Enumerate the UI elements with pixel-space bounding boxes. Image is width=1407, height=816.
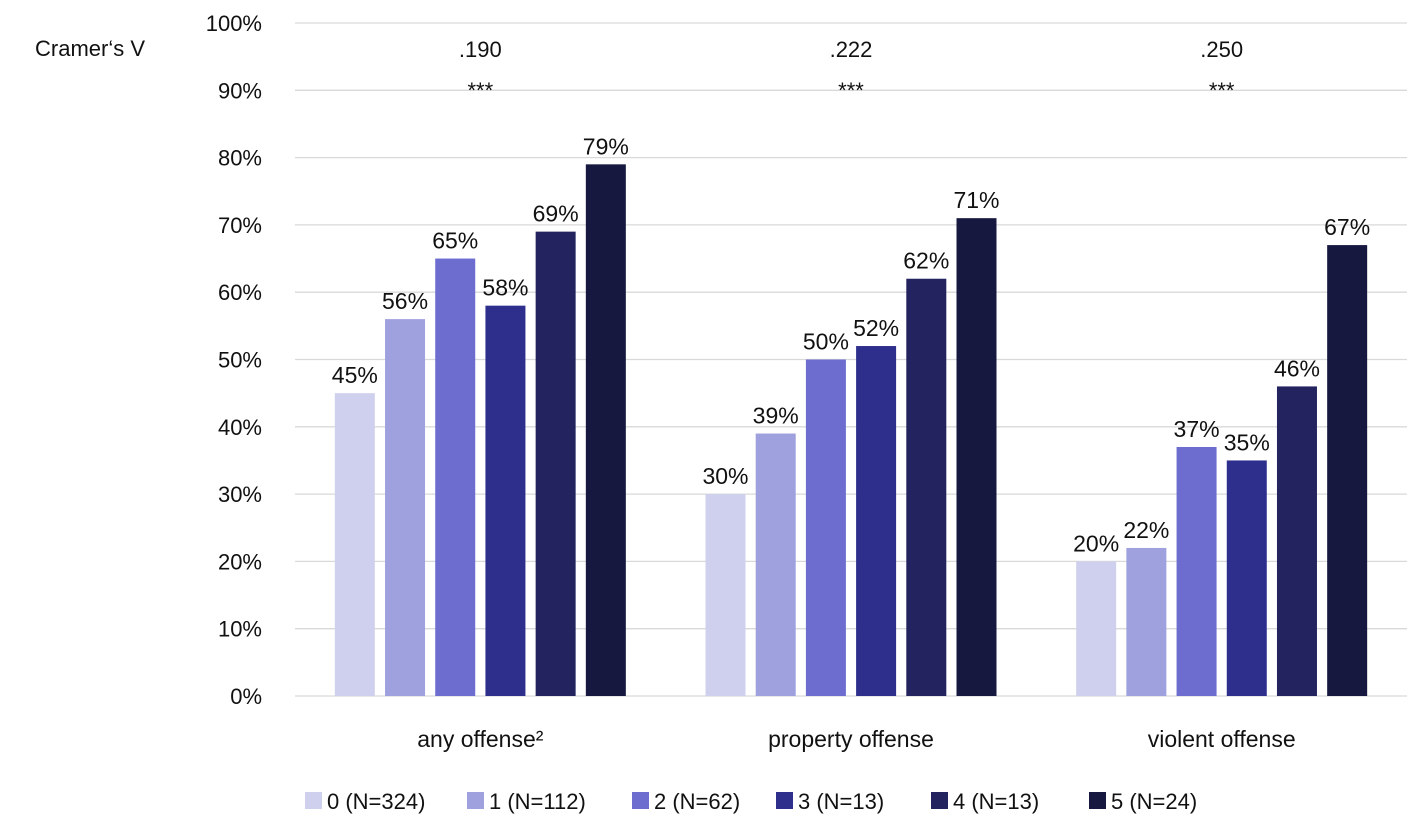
bars — [334, 164, 1368, 697]
data-label: 62% — [903, 248, 949, 274]
y-tick-label: 0% — [230, 684, 262, 709]
x-category-label: property offense — [768, 726, 934, 752]
bar — [485, 305, 526, 696]
bar — [856, 346, 897, 696]
data-label: 65% — [432, 228, 478, 254]
gridlines — [295, 22, 1407, 697]
y-tick-label: 20% — [218, 549, 262, 574]
legend-item: 5 (N=24) — [1089, 789, 1197, 814]
legend-label: 4 (N=13) — [953, 789, 1039, 814]
cramers-v-annotations: .190 *** .222 *** .250 *** — [459, 37, 1243, 103]
legend-swatch — [931, 792, 948, 809]
bar — [435, 258, 476, 696]
x-category-label: any offense² — [417, 726, 544, 752]
bar — [385, 319, 426, 696]
data-label: 56% — [382, 288, 428, 314]
legend-swatch — [305, 792, 322, 809]
bar — [1176, 446, 1217, 696]
legend-item: 2 (N=62) — [632, 789, 740, 814]
significance-stars: *** — [1209, 78, 1235, 103]
data-label: 58% — [482, 275, 528, 301]
y-tick-label: 70% — [218, 213, 262, 238]
data-label: 52% — [853, 315, 899, 341]
legend-label: 0 (N=324) — [327, 789, 425, 814]
data-label: 50% — [803, 329, 849, 355]
legend-item: 3 (N=13) — [776, 789, 884, 814]
data-label: 39% — [753, 403, 799, 429]
bar — [906, 278, 947, 696]
cramers-v-value: .250 — [1200, 37, 1243, 62]
cramers-v-value: .190 — [459, 37, 502, 62]
legend-swatch — [632, 792, 649, 809]
y-tick-label: 60% — [218, 280, 262, 305]
y-tick-label: 100% — [206, 11, 262, 36]
legend-label: 2 (N=62) — [654, 789, 740, 814]
data-label: 69% — [533, 201, 579, 227]
bar — [1226, 460, 1267, 696]
y-tick-label: 10% — [218, 617, 262, 642]
bar — [956, 218, 997, 697]
legend: 0 (N=324) 1 (N=112) 2 (N=62) 3 (N=13) 4 (N=1… — [305, 789, 1197, 814]
bar — [1327, 245, 1368, 696]
data-label: 37% — [1174, 416, 1220, 442]
bar — [805, 359, 846, 696]
data-label: 79% — [583, 133, 629, 159]
data-labels: 45% 56% 65%58% 69% 79% 30% 39% 50%52% 62% 71% 20%2… — [332, 133, 1370, 556]
bar — [585, 164, 626, 696]
bar — [705, 494, 746, 696]
bar — [334, 393, 375, 696]
bar — [1126, 547, 1167, 696]
x-category-label: violent offense — [1148, 726, 1296, 752]
legend-swatch — [467, 792, 484, 809]
legend-item: 0 (N=324) — [305, 789, 425, 814]
data-label: 22% — [1123, 517, 1169, 543]
data-label: 67% — [1324, 214, 1370, 240]
bar — [1076, 561, 1117, 696]
y-axis-tick-labels: 0% 10% 20% 30% 40% 50% 60% 70% 80% 90% 100% — [206, 11, 262, 709]
y-tick-label: 90% — [218, 78, 262, 103]
y-tick-label: 30% — [218, 482, 262, 507]
y-tick-label: 80% — [218, 146, 262, 171]
bar — [1276, 386, 1317, 696]
legend-swatch — [1089, 792, 1106, 809]
significance-stars: *** — [838, 78, 864, 103]
significance-stars: *** — [467, 78, 493, 103]
bar — [535, 231, 576, 696]
legend-item: 4 (N=13) — [931, 789, 1039, 814]
data-label: 46% — [1274, 355, 1320, 381]
legend-item: 1 (N=112) — [467, 789, 586, 814]
legend-label: 3 (N=13) — [798, 789, 884, 814]
legend-label: 1 (N=112) — [489, 789, 586, 814]
data-label: 45% — [332, 362, 378, 388]
data-label: 20% — [1073, 530, 1119, 556]
legend-swatch — [776, 792, 793, 809]
legend-label: 5 (N=24) — [1111, 789, 1197, 814]
cramers-v-value: .222 — [830, 37, 873, 62]
y-tick-label: 40% — [218, 415, 262, 440]
cramers-v-label: Cramer‘s V — [35, 36, 145, 61]
data-label: 30% — [702, 463, 748, 489]
x-axis-category-labels: any offense² property offense violent offe… — [417, 726, 1295, 752]
y-tick-label: 50% — [218, 348, 262, 373]
data-label: 71% — [953, 187, 999, 213]
data-label: 35% — [1224, 429, 1270, 455]
bar — [755, 433, 796, 696]
